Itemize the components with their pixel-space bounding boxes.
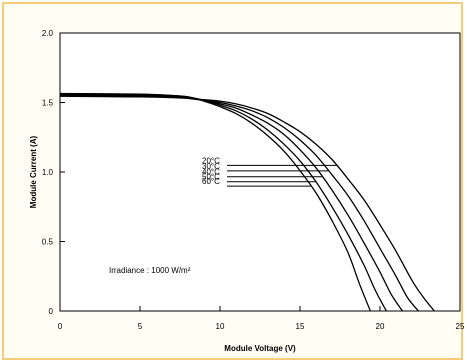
y-axis-label: Module Current (A) xyxy=(29,135,38,208)
series-labels: 20°C30°C40°C50°C60°C xyxy=(202,156,337,187)
y-tick-label: 1.5 xyxy=(42,99,54,108)
y-axis-ticks: 0 0.5 1.0 1.5 2.0 xyxy=(42,29,65,316)
x-tick-label: 10 xyxy=(216,322,225,331)
x-tick-label: 15 xyxy=(296,322,305,331)
y-tick-label: 1.0 xyxy=(42,168,54,177)
series-label: 60°C xyxy=(202,177,220,186)
series-line xyxy=(59,92,372,312)
series-label: 50°C xyxy=(202,173,220,182)
series-line xyxy=(59,94,403,312)
x-tick-label: 20 xyxy=(376,322,385,331)
series-label: 30°C xyxy=(202,162,220,171)
y-tick-label: 2.0 xyxy=(42,29,54,38)
irradiance-annotation: Irradiance : 1000 W/m² xyxy=(109,266,191,275)
plot-area xyxy=(59,32,461,312)
y-tick-label: 0 xyxy=(49,307,54,316)
x-axis-ticks: 0 5 10 15 20 25 xyxy=(58,306,465,331)
series-label: 40°C xyxy=(202,168,220,177)
x-tick-label: 0 xyxy=(58,322,63,331)
series-curves xyxy=(59,92,435,312)
series-label: 20°C xyxy=(202,156,220,165)
y-tick-label: 0.5 xyxy=(42,238,54,247)
series-line xyxy=(59,94,419,312)
x-tick-label: 25 xyxy=(456,322,465,331)
x-axis-label: Module Voltage (V) xyxy=(224,344,296,353)
x-tick-label: 5 xyxy=(138,322,143,331)
